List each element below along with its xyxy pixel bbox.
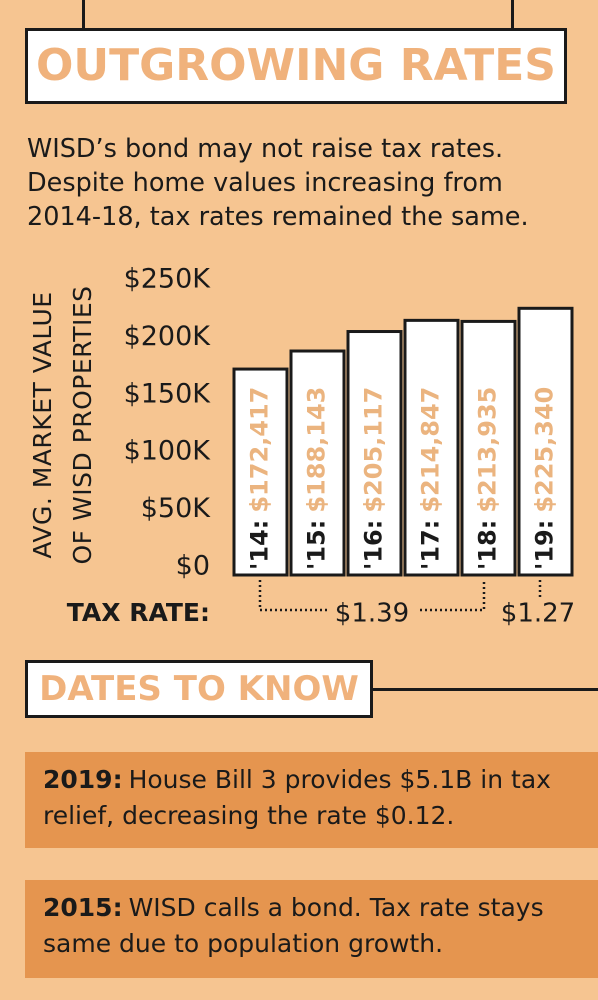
bar xyxy=(403,318,460,577)
bar-label: '19: $225,340 xyxy=(531,387,559,570)
bar-category: '16: xyxy=(360,520,388,570)
date-year: 2019: xyxy=(43,765,123,794)
tax-rate-label: TAX RATE: xyxy=(67,598,210,627)
date-item: 2019: House Bill 3 provides $5.1B in tax … xyxy=(25,752,598,848)
y-tick-label: $50K xyxy=(141,493,212,524)
bar-category: '19: xyxy=(531,520,559,570)
date-text: WISD calls a bond. Tax rate stays same d… xyxy=(43,893,544,958)
bar-category: '14: xyxy=(246,520,274,570)
bar-value-label: $214,847 xyxy=(417,387,445,513)
bar-label: '17: $214,847 xyxy=(417,387,445,570)
bar-value-label: $213,935 xyxy=(474,387,502,513)
bar-category: '15: xyxy=(303,520,331,570)
chart-title: OUTGROWING RATES xyxy=(25,28,567,104)
bar-category: '17: xyxy=(417,520,445,570)
chart: TAX RATE: $1.39 $1.27 AVG. MARKET VALUE O… xyxy=(28,264,575,629)
bar-value-label: $205,117 xyxy=(360,387,388,513)
bar xyxy=(232,367,289,577)
date-text: House Bill 3 provides $5.1B in tax relie… xyxy=(43,765,551,830)
tax-rate: $1.39 xyxy=(335,599,409,629)
bar-label: '15: $188,143 xyxy=(303,387,331,570)
bar-category: '18: xyxy=(474,520,502,570)
date-year: 2015: xyxy=(43,893,123,922)
y-tick-label: $100K xyxy=(124,436,212,467)
section-rule xyxy=(373,688,598,691)
tax-rate: $1.27 xyxy=(501,599,575,629)
y-tick-label: $250K xyxy=(124,264,212,295)
chart-subtitle: WISD’s bond may not raise tax rates. Des… xyxy=(27,134,529,232)
y-tick-label: $200K xyxy=(124,321,212,352)
date-item: 2015: WISD calls a bond. Tax rate stays s… xyxy=(25,880,598,978)
bar-label: '16: $205,117 xyxy=(360,387,388,570)
frame-line xyxy=(82,0,85,30)
frame-line xyxy=(511,0,514,30)
y-axis-label: OF WISD PROPERTIES xyxy=(68,285,97,564)
bar-value-label: $225,340 xyxy=(531,387,559,513)
bar xyxy=(346,330,403,577)
bar-value-label: $188,143 xyxy=(303,387,331,513)
bar xyxy=(460,319,517,577)
bar xyxy=(289,349,346,577)
bar-label: '18: $213,935 xyxy=(474,387,502,570)
bar-value-label: $172,417 xyxy=(246,387,274,513)
y-axis-label: AVG. MARKET VALUE xyxy=(28,291,57,558)
bar-label: '14: $172,417 xyxy=(246,387,274,570)
bar xyxy=(517,306,574,577)
connectors xyxy=(258,580,542,612)
y-tick-label: $0 xyxy=(176,551,210,582)
y-tick-label: $150K xyxy=(124,378,212,409)
section-title: DATES TO KNOW xyxy=(25,660,373,718)
